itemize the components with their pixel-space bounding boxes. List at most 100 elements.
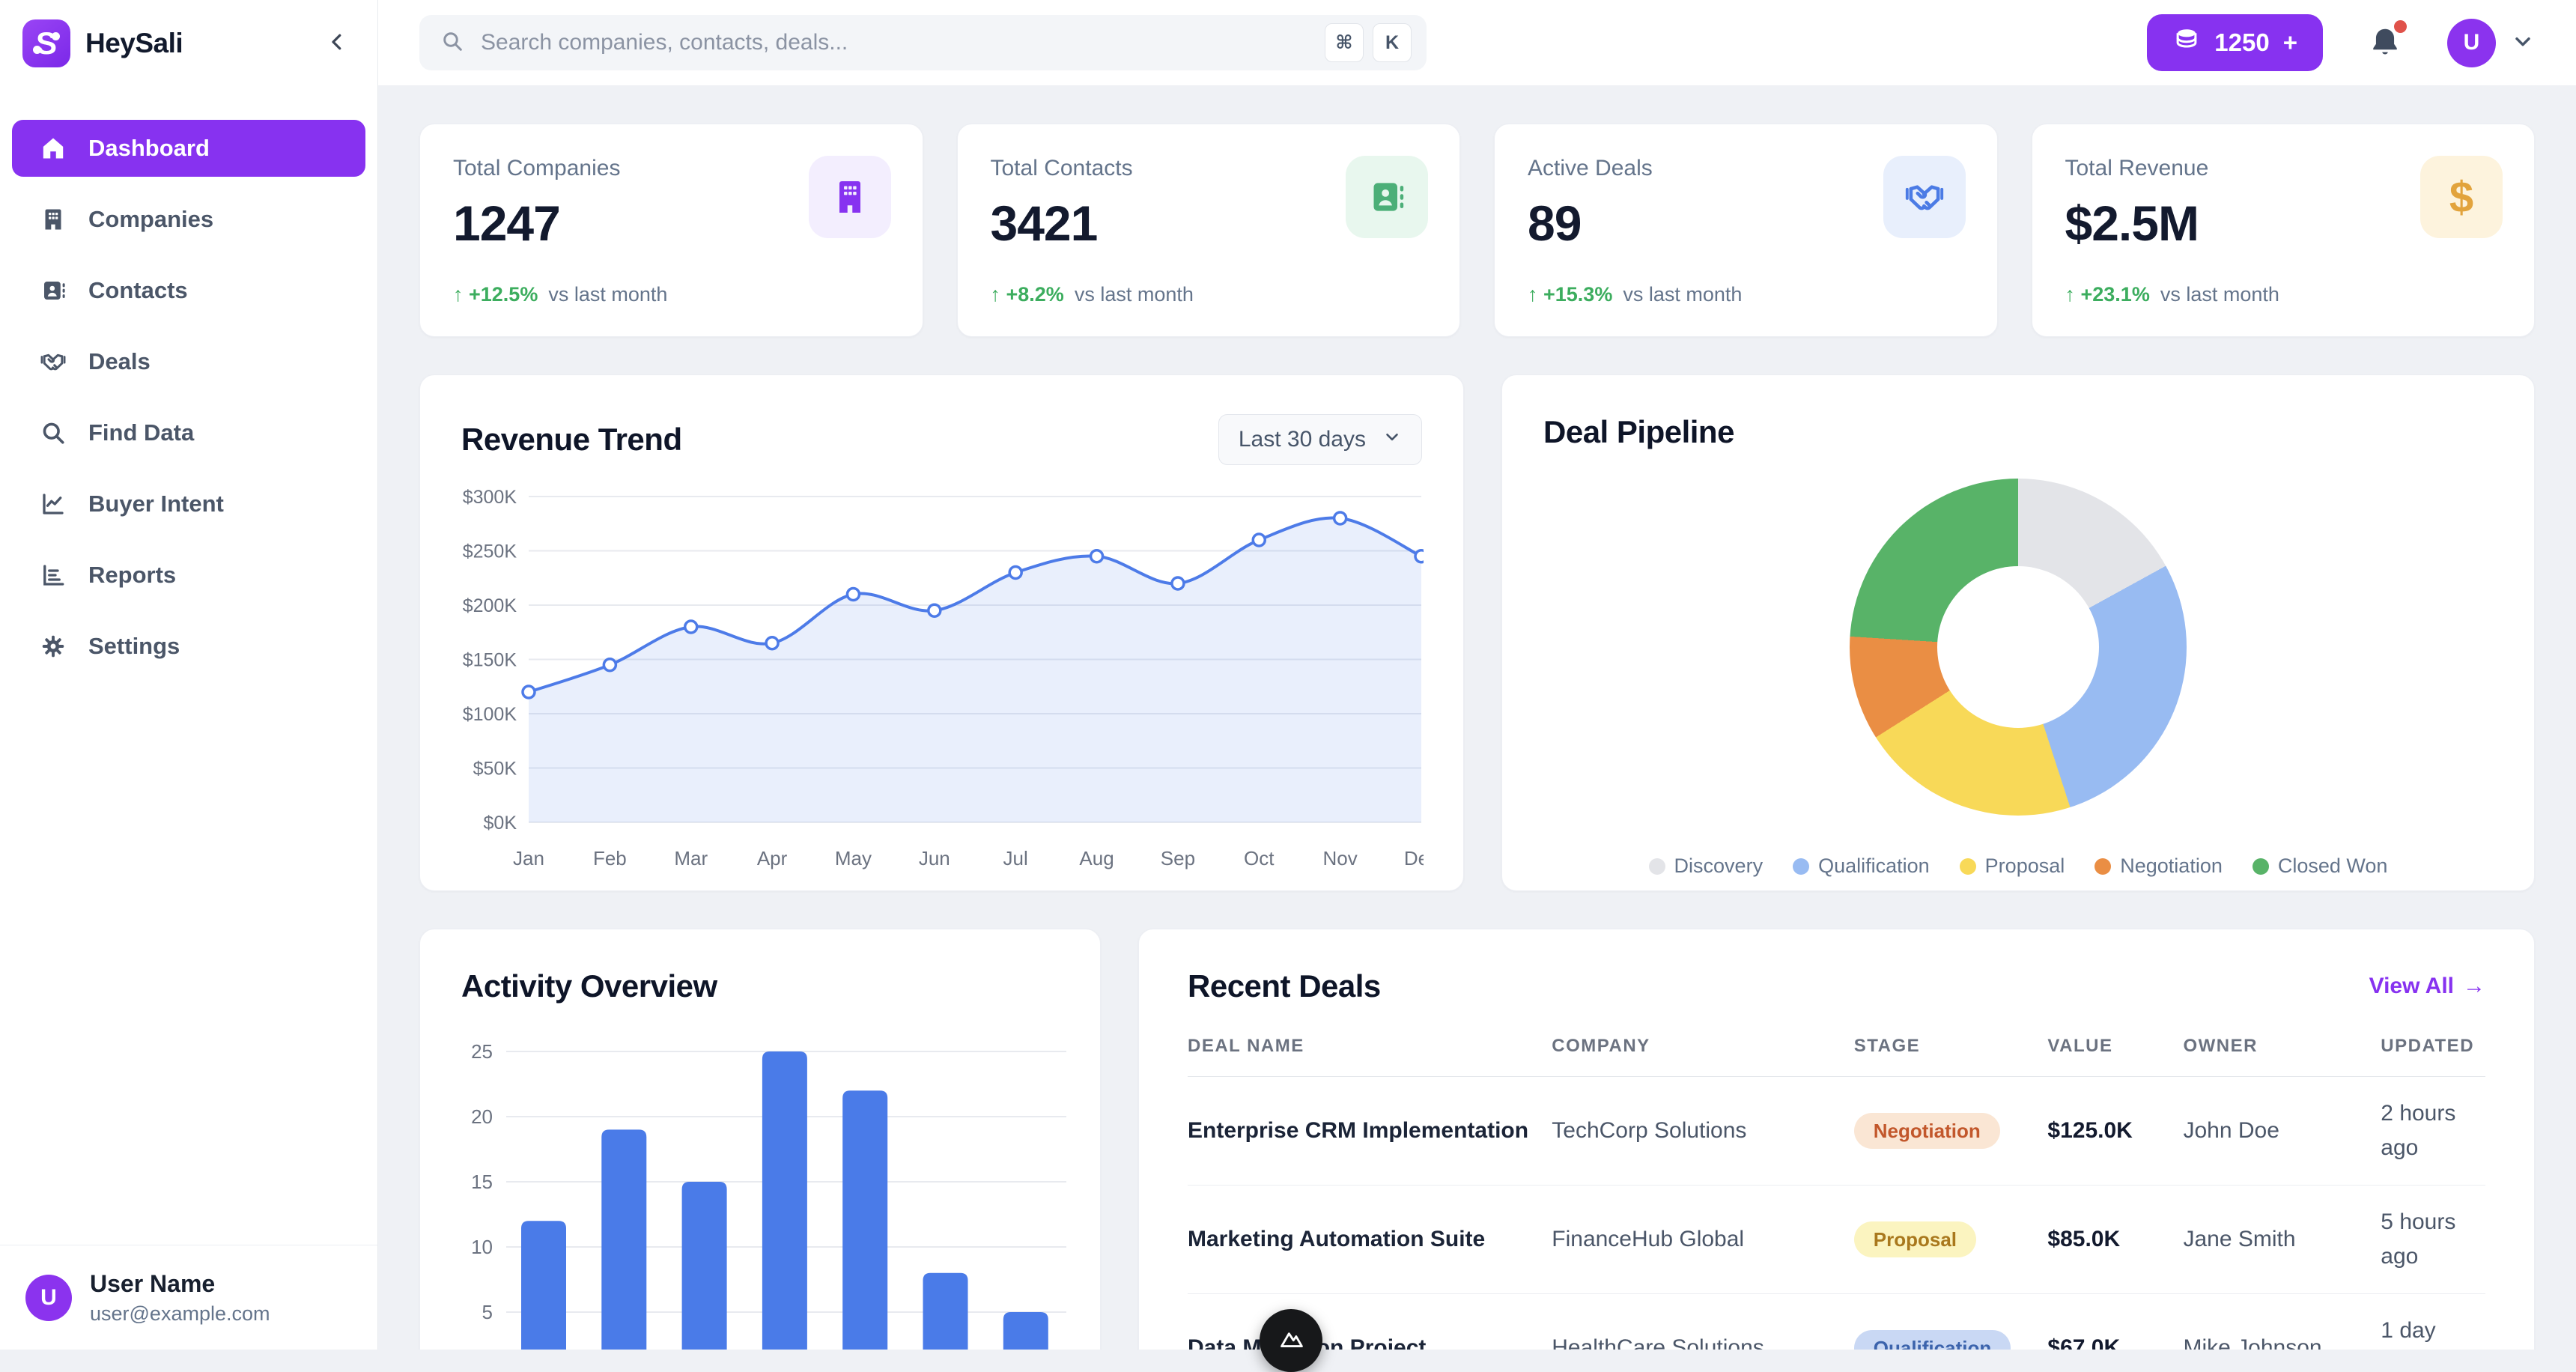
chevron-down-icon [1382,427,1402,452]
deal-pipeline-donut-chart [1850,479,2187,816]
sidebar-item-dashboard[interactable]: Dashboard [12,120,365,177]
svg-text:Nov: Nov [1323,847,1358,869]
svg-text:Jul: Jul [1003,847,1028,869]
app-logo: S [22,19,70,67]
legend-dot [2253,858,2269,875]
trend-chart-icon [39,490,67,518]
handshake-icon [39,347,67,376]
building-icon [39,205,67,234]
view-all-link[interactable]: View All → [2369,974,2485,999]
legend-item-closed-won: Closed Won [2253,855,2388,878]
handshake-icon [1883,156,1966,238]
search-icon [440,29,464,57]
stat-delta: ↑ +12.5% [453,283,538,306]
legend-dot [1649,858,1665,875]
kbd-k: K [1373,23,1412,62]
user-menu[interactable]: U [2447,19,2535,67]
svg-text:$50K: $50K [473,759,517,780]
date-range-value: Last 30 days [1239,427,1366,452]
svg-text:Feb: Feb [593,847,627,869]
global-search[interactable]: ⌘ K [419,15,1427,70]
credits-button[interactable]: 1250 + [2147,14,2323,71]
svg-text:Oct: Oct [1244,847,1275,869]
sidebar-item-contacts[interactable]: Contacts [12,262,365,319]
legend-item-negotiation: Negotiation [2094,855,2223,878]
deal-pipeline-card: Deal Pipeline Discovery Qualification Pr… [1501,374,2535,891]
stat-card-total-revenue: Total Revenue $2.5M ↑ +23.1%vs last mont… [2032,124,2536,337]
stat-card-total-contacts: Total Contacts 3421 ↑ +8.2%vs last month [957,124,1461,337]
logo-spark-dot [33,46,41,54]
sidebar-nav: Dashboard Companies Contacts Deals Find … [0,86,377,675]
avatar: U [2447,19,2496,67]
search-input[interactable] [481,30,1316,55]
stat-delta-note: vs last month [1075,283,1194,306]
stat-delta-note: vs last month [548,283,667,306]
status-badge: Negotiation [1854,1113,2000,1149]
recent-deals-title: Recent Deals [1188,968,1381,1004]
activity-overview-title: Activity Overview [461,968,1059,1004]
sidebar-item-reports[interactable]: Reports [12,547,365,604]
sidebar-collapse-button[interactable] [319,25,355,61]
revenue-trend-title: Revenue Trend [461,422,682,458]
svg-text:Dec: Dec [1404,847,1424,869]
sidebar-item-label: Reports [88,562,176,589]
table-row[interactable]: Enterprise CRM Implementation TechCorp S… [1188,1077,2485,1186]
date-range-select[interactable]: Last 30 days [1218,414,1422,465]
sidebar: S HeySali Dashboard Companies [0,0,378,1350]
legend-dot [2094,858,2111,875]
logo-spark-dot [52,32,60,40]
svg-text:Jun: Jun [919,847,950,869]
arrow-right-icon: → [2463,974,2485,999]
svg-text:Mar: Mar [674,847,708,869]
legend-item-qualification: Qualification [1793,855,1930,878]
notifications-button[interactable] [2366,22,2404,64]
stat-card-total-companies: Total Companies 1247 ↑ +12.5%vs last mon… [419,124,923,337]
sidebar-item-companies[interactable]: Companies [12,191,365,248]
stat-delta-note: vs last month [2160,283,2279,306]
sidebar-item-deals[interactable]: Deals [12,333,365,390]
contact-card-icon [39,276,67,305]
svg-text:$200K: $200K [463,595,517,616]
col-deal-name: DEAL NAME [1188,1036,1552,1077]
sidebar-user-section[interactable]: U User Name user@example.com [0,1245,377,1350]
table-header-row: DEAL NAME COMPANY STAGE VALUE OWNER UPDA… [1188,1036,2485,1077]
revenue-trend-card: Revenue Trend Last 30 days $300K$250K$20… [419,374,1464,891]
kbd-cmd: ⌘ [1325,23,1364,62]
col-company: COMPANY [1552,1036,1854,1077]
search-icon [39,419,67,447]
svg-text:$300K: $300K [463,487,517,508]
svg-text:25: 25 [471,1040,493,1063]
sidebar-item-buyer-intent[interactable]: Buyer Intent [12,476,365,532]
sidebar-item-find-data[interactable]: Find Data [12,404,365,461]
notification-badge [2394,20,2407,33]
sidebar-item-label: Buyer Intent [88,491,224,517]
deal-pipeline-title: Deal Pipeline [1543,414,1734,450]
sidebar-item-label: Find Data [88,419,194,446]
add-credits-plus: + [2283,28,2297,57]
stats-row: Total Companies 1247 ↑ +12.5%vs last mon… [419,124,2535,337]
donut-hole [1937,566,2099,728]
recent-deals-table: DEAL NAME COMPANY STAGE VALUE OWNER UPDA… [1188,1036,2485,1350]
avatar: U [25,1275,72,1321]
col-value: VALUE [2047,1036,2183,1077]
legend-item-discovery: Discovery [1649,855,1764,878]
col-owner: OWNER [2183,1036,2381,1077]
legend-item-proposal: Proposal [1960,855,2065,878]
chevron-down-icon [2511,29,2535,57]
svg-text:$0K: $0K [484,813,517,834]
sidebar-item-settings[interactable]: Settings [12,618,365,675]
stat-delta: ↑ +15.3% [1528,283,1612,306]
table-row[interactable]: Marketing Automation Suite FinanceHub Gl… [1188,1186,2485,1294]
sidebar-item-label: Settings [88,633,180,660]
floating-widget-button[interactable] [1260,1309,1322,1372]
chevron-left-icon [326,31,348,55]
table-row[interactable]: Data Migration Project HealthCare Soluti… [1188,1294,2485,1350]
home-icon [39,134,67,163]
user-email: user@example.com [90,1302,270,1326]
pipeline-legend: Discovery Qualification Proposal Negotia… [1543,855,2493,878]
sidebar-item-label: Contacts [88,277,188,304]
credits-count: 1250 [2214,28,2269,57]
